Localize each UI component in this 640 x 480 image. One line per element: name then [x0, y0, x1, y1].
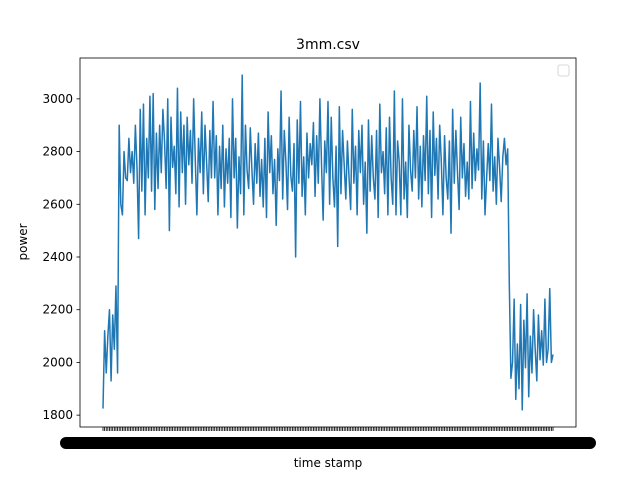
- x-ticks: [60, 427, 596, 449]
- y-tick-label: 2000: [42, 355, 73, 369]
- y-axis-label: power: [16, 223, 30, 260]
- y-tick-label: 1800: [42, 408, 73, 422]
- series-line: [102, 74, 554, 411]
- y-tick-label: 3000: [42, 92, 73, 106]
- legend-box: [557, 64, 570, 77]
- x-tick-labels-overlap: [60, 437, 596, 449]
- y-tick-label: 2400: [42, 250, 73, 264]
- y-tick-label: 2200: [42, 303, 73, 317]
- y-ticks: 1800 2000 2200 2400 2600 2800 3000: [42, 92, 80, 422]
- plot-frame: [79, 57, 577, 428]
- y-tick-label: 2800: [42, 145, 73, 159]
- y-tick-label: 2600: [42, 197, 73, 211]
- chart-title: 3mm.csv: [296, 37, 360, 53]
- x-axis-label: time stamp: [294, 456, 363, 470]
